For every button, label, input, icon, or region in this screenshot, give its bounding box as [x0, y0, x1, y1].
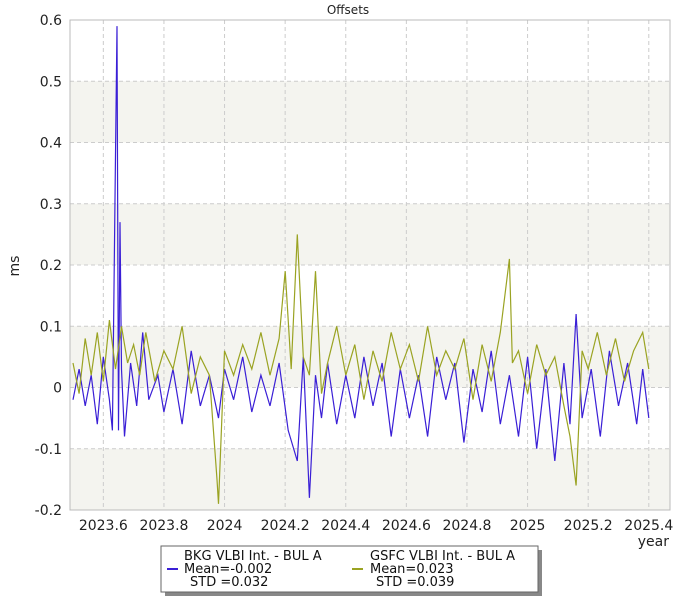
legend-gsfc-name: GSFC VLBI Int. - BUL A [370, 549, 515, 564]
legend-bkg-mean: Mean=-0.002 [184, 562, 272, 577]
y-tick-label: 0 [53, 381, 62, 397]
series-line-gsfc [72, 234, 650, 504]
x-tick-label: 2025.2 [564, 518, 613, 534]
x-tick-label: 2024.8 [442, 518, 491, 534]
x-tick-label: 2024.2 [261, 518, 310, 534]
x-tick-label: 2024 [207, 518, 243, 534]
x-tick-label: 2024.4 [321, 518, 370, 534]
y-tick-label: -0.2 [35, 503, 62, 519]
y-tick-label: 0.1 [40, 319, 62, 335]
x-tick-label: 2023.6 [79, 518, 128, 534]
plot-band [70, 203, 670, 265]
legend-gsfc-std: STD =0.039 [376, 575, 454, 590]
legend-gsfc-mean: Mean=0.023 [370, 562, 454, 577]
plot-background [70, 20, 670, 510]
y-tick-label: 0.2 [40, 258, 62, 274]
y-tick-label: 0.6 [40, 13, 62, 29]
plot-frame [69, 19, 671, 511]
y-tick-label: -0.1 [35, 442, 62, 458]
x-tick-label: 2025.4 [624, 518, 673, 534]
y-tick-label: 0.4 [40, 136, 62, 152]
y-tick-label: 0.3 [40, 197, 62, 213]
series-layer [72, 26, 650, 504]
legend: BKG VLBI Int. - BUL A Mean=-0.002 STD =0… [160, 545, 542, 596]
legend-bkg-std: STD =0.032 [190, 575, 268, 590]
plot-band [70, 81, 670, 143]
x-tick-label: 2024.6 [382, 518, 431, 534]
legend-box [160, 545, 539, 593]
plot-band [70, 326, 670, 388]
x-tick-labels: 2023.6 2023.8 2024 2024.2 2024.4 2024.6 2024.8… [79, 518, 674, 534]
grid-lines [70, 19, 670, 511]
legend-bkg-name: BKG VLBI Int. - BUL A [184, 549, 322, 564]
x-tick-label: 2025 [510, 518, 546, 534]
plot-band [70, 448, 670, 510]
chart-title: Offsets [327, 3, 369, 17]
x-tick-label: 2023.8 [139, 518, 188, 534]
y-tick-labels: -0.2 -0.1 0 0.1 0.2 0.3 0.4 0.5 0.6 [35, 13, 62, 519]
x-axis-title: year [638, 534, 669, 550]
y-tick-label: 0.5 [40, 74, 62, 90]
y-axis-title: ms [7, 256, 23, 277]
series-line-bkg [72, 26, 650, 498]
